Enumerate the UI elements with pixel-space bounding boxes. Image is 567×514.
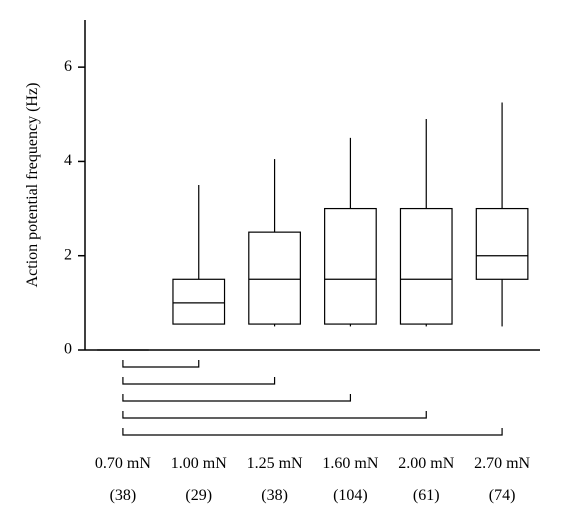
sig-bracket <box>123 360 199 367</box>
y-tick-label: 4 <box>64 152 72 169</box>
y-tick-label: 2 <box>64 246 72 263</box>
x-tick-label: 0.70 mN <box>95 455 151 472</box>
box <box>476 209 528 280</box>
x-tick-label: 2.00 mN <box>398 455 454 472</box>
box <box>325 209 377 324</box>
n-label: (29) <box>185 487 212 504</box>
y-tick-label: 0 <box>64 341 72 358</box>
x-tick-label: 1.25 mN <box>247 455 303 472</box>
n-label: (74) <box>489 487 516 504</box>
y-axis-label: Action potential frequency (Hz) <box>24 83 41 288</box>
box <box>400 209 452 324</box>
x-tick-label: 1.60 mN <box>322 455 378 472</box>
y-tick-label: 6 <box>64 58 72 75</box>
box <box>249 232 301 324</box>
sig-bracket <box>123 377 275 384</box>
n-label: (38) <box>261 487 288 504</box>
x-tick-label: 1.00 mN <box>171 455 227 472</box>
boxplot-chart: 0 2 4 6 Action potential frequency (Hz) 0.70 … <box>0 0 567 514</box>
n-label: (38) <box>110 487 137 504</box>
x-tick-label: 2.70 mN <box>474 455 530 472</box>
box <box>173 279 225 324</box>
n-label: (104) <box>333 487 368 504</box>
sig-bracket <box>123 428 502 435</box>
sig-bracket <box>123 411 426 418</box>
n-label: (61) <box>413 487 440 504</box>
sig-bracket <box>123 394 351 401</box>
